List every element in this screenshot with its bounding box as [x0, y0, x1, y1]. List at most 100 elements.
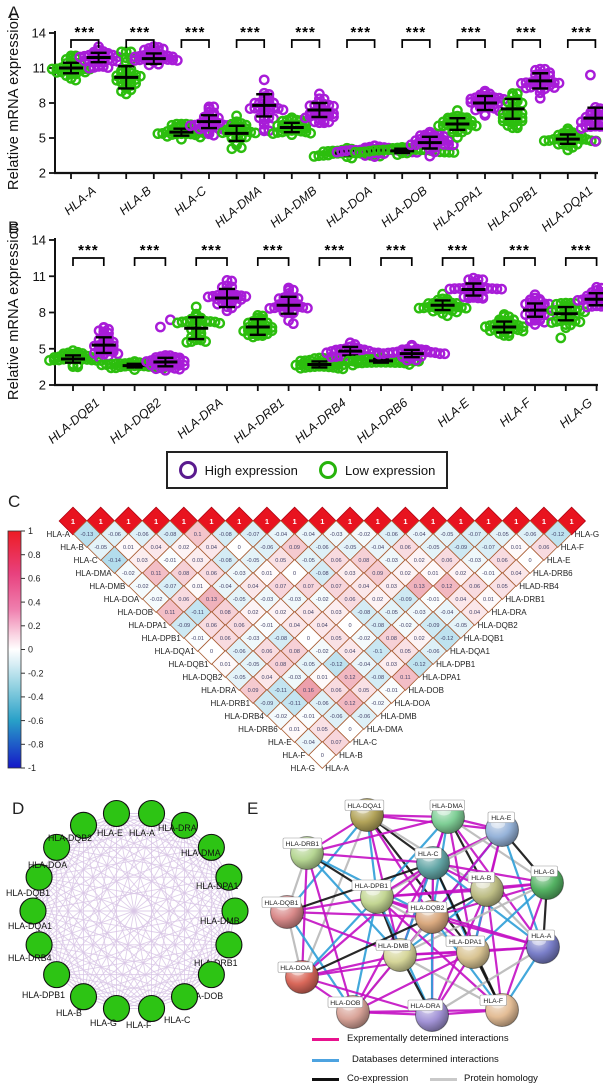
network-e-label-HLA-DOA: HLA-DOA — [277, 961, 314, 973]
network-e-label-HLA-DPA1: HLA-DPA1 — [445, 935, 486, 947]
svg-text:-0.02: -0.02 — [357, 532, 370, 538]
svg-text:8: 8 — [39, 305, 46, 320]
svg-text:-0.06: -0.06 — [385, 532, 398, 538]
svg-text:2: 2 — [39, 378, 46, 393]
svg-text:HLA-E: HLA-E — [547, 556, 571, 565]
scatter-HLA-DOB — [349, 126, 460, 162]
svg-text:0.03: 0.03 — [386, 584, 397, 590]
svg-text:HLA-A: HLA-A — [531, 933, 551, 940]
svg-text:0.02: 0.02 — [455, 571, 466, 577]
svg-text:HLA-G: HLA-G — [575, 530, 599, 539]
svg-text:-0.05: -0.05 — [233, 597, 246, 603]
network-d-node-HLA-DOB: HLA-DOB — [184, 961, 225, 1001]
experimental-interaction-label: Exprementally determined interactions — [347, 1033, 509, 1044]
svg-text:HLA-E: HLA-E — [97, 828, 123, 838]
svg-text:HLA-DQB1: HLA-DQB1 — [45, 396, 102, 447]
svg-text:0.04: 0.04 — [206, 545, 217, 551]
svg-text:0.01: 0.01 — [428, 571, 439, 577]
scatter-HLA-DQB2 — [96, 314, 190, 376]
scatter-HLA-DMB — [267, 88, 339, 141]
svg-text:0.06: 0.06 — [331, 688, 342, 694]
scatter-HLA-DPA1 — [433, 85, 510, 143]
svg-text:-0.08: -0.08 — [371, 623, 384, 629]
svg-text:HLA-DRA: HLA-DRA — [201, 686, 237, 695]
svg-text:-0.04: -0.04 — [219, 584, 232, 590]
svg-text:0.04: 0.04 — [248, 584, 259, 590]
svg-text:-0.03: -0.03 — [330, 532, 343, 538]
svg-text:***: *** — [386, 242, 407, 259]
svg-text:HLA-DQA1: HLA-DQA1 — [347, 803, 381, 810]
svg-text:HLA-B: HLA-B — [471, 875, 491, 882]
protein-homology-line-icon — [430, 1078, 457, 1081]
svg-text:1: 1 — [542, 517, 546, 526]
svg-text:0: 0 — [307, 636, 310, 642]
expression-legend: High expression Low expression — [166, 451, 448, 489]
database-interaction-label: Databases determined interactions — [352, 1054, 499, 1065]
network-e-label-HLA-DQB2: HLA-DQB2 — [407, 901, 448, 913]
svg-text:HLA-DMB: HLA-DMB — [267, 184, 319, 231]
svg-text:HLA-DMA: HLA-DMA — [76, 569, 113, 578]
svg-text:HLA-DQA1: HLA-DQA1 — [450, 647, 491, 656]
correlation-colorbar: 1 0.8 0.6 0.4 0.2 0 -0.2 -0.4 -0.6 -0.8 -1 — [7, 526, 44, 773]
panel-a-label: A — [8, 3, 20, 22]
svg-text:HLA-DRB1: HLA-DRB1 — [505, 595, 545, 604]
svg-text:-0.05: -0.05 — [302, 662, 315, 668]
svg-text:-0.07: -0.07 — [468, 532, 481, 538]
svg-text:-0.09: -0.09 — [427, 623, 440, 629]
svg-text:0.08: 0.08 — [220, 610, 231, 616]
svg-text:-0.8: -0.8 — [28, 740, 44, 750]
scatter-HLA-E — [413, 272, 507, 322]
svg-text:HLA-DPB1: HLA-DPB1 — [436, 660, 476, 669]
svg-text:11: 11 — [33, 61, 47, 76]
svg-text:1: 1 — [28, 526, 33, 536]
scatter-HLA-A — [46, 41, 123, 86]
svg-text:0.11: 0.11 — [400, 675, 410, 681]
svg-text:-0.08: -0.08 — [219, 558, 232, 564]
svg-text:***: *** — [509, 242, 530, 259]
network-d-node-HLA-B: HLA-B — [56, 983, 98, 1018]
svg-text:0.08: 0.08 — [275, 662, 286, 668]
svg-text:-0.08: -0.08 — [219, 532, 232, 538]
svg-text:***: *** — [351, 24, 372, 41]
svg-text:0.16: 0.16 — [303, 688, 314, 694]
svg-text:1: 1 — [570, 517, 574, 526]
svg-text:-0.12: -0.12 — [441, 636, 454, 642]
svg-text:HLA-DOB: HLA-DOB — [408, 686, 444, 695]
svg-text:***: *** — [406, 24, 427, 41]
svg-text:HLA-DRB4: HLA-DRB4 — [292, 396, 348, 446]
svg-text:0.13: 0.13 — [206, 597, 217, 603]
svg-text:0.06: 0.06 — [178, 597, 189, 603]
svg-text:-0.02: -0.02 — [316, 597, 329, 603]
svg-text:0.01: 0.01 — [261, 571, 272, 577]
svg-text:0.04: 0.04 — [303, 610, 314, 616]
svg-text:HLA-DMB: HLA-DMB — [381, 712, 417, 721]
svg-text:HLA-G: HLA-G — [90, 1018, 117, 1028]
svg-text:HLA-F: HLA-F — [561, 543, 584, 552]
svg-text:-0.09: -0.09 — [177, 623, 190, 629]
correlation-matrix: 1 1 1 1 1 1 1 1 1 1 1 1 1 1 1 1 1 1 1 -0.13 -0.06 -0.06 -0.08 0… — [7, 506, 599, 773]
scatter-HLA-DPB1 — [497, 63, 565, 134]
svg-text:0.05: 0.05 — [317, 727, 328, 733]
svg-text:HLA-DPA1: HLA-DPA1 — [422, 673, 461, 682]
svg-text:-0.08: -0.08 — [164, 532, 177, 538]
svg-text:-0.05: -0.05 — [496, 532, 509, 538]
svg-text:HLA-DRB4: HLA-DRB4 — [8, 953, 52, 963]
svg-text:-0.02: -0.02 — [150, 597, 163, 603]
svg-text:HLA-DQB2: HLA-DQB2 — [410, 905, 444, 912]
svg-text:0.05: 0.05 — [275, 558, 286, 564]
svg-text:-0.14: -0.14 — [108, 558, 121, 564]
svg-text:0.04: 0.04 — [455, 597, 466, 603]
svg-text:HLA-DQB1: HLA-DQB1 — [264, 900, 298, 907]
svg-text:0.07: 0.07 — [331, 740, 342, 746]
network-d-node-HLA-DPA1: HLA-DPA1 — [196, 863, 243, 891]
network-e-label-HLA-DRB1: HLA-DRB1 — [282, 837, 323, 849]
svg-text:-0.2: -0.2 — [28, 668, 44, 678]
svg-text:-0.06: -0.06 — [108, 532, 121, 538]
svg-text:HLA-C: HLA-C — [418, 851, 438, 858]
svg-text:HLA-DRB6: HLA-DRB6 — [533, 569, 573, 578]
scatter-HLA-B — [111, 41, 183, 100]
svg-text:HLA-A: HLA-A — [129, 828, 155, 838]
svg-text:0.6: 0.6 — [28, 574, 41, 584]
